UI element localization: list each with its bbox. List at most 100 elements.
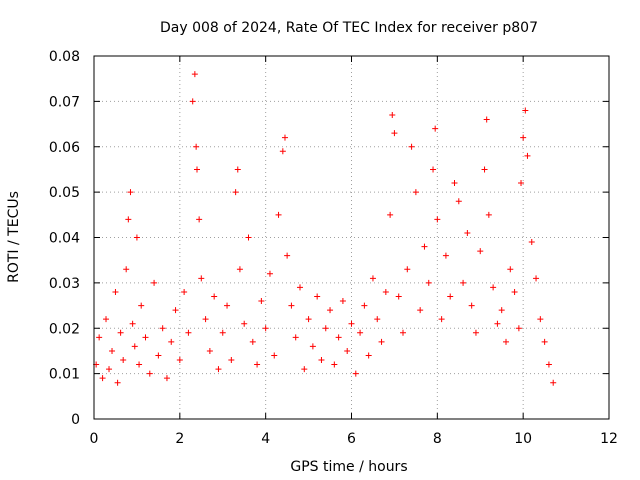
data-point [288, 302, 295, 309]
data-point [374, 316, 381, 323]
x-tick-label: 0 [90, 431, 99, 447]
data-point [483, 116, 490, 123]
data-point [123, 266, 130, 273]
data-point [185, 329, 192, 336]
data-point [481, 166, 488, 173]
x-axis: 0 2 4 6 8 10 12 [90, 56, 618, 447]
data-point [258, 298, 265, 305]
data-point [430, 166, 437, 173]
data-point [361, 302, 368, 309]
grid-lines [94, 56, 609, 419]
x-tick-label: 6 [347, 431, 356, 447]
data-point [524, 152, 531, 159]
data-point [494, 320, 501, 327]
data-point [369, 275, 376, 282]
data-point [224, 302, 231, 309]
data-point [168, 338, 175, 345]
y-tick-label: 0.02 [49, 321, 80, 337]
data-point [507, 266, 514, 273]
data-point [96, 334, 103, 341]
data-point [537, 316, 544, 323]
data-point [472, 329, 479, 336]
data-point [206, 347, 213, 354]
data-point [305, 316, 312, 323]
data-point [522, 107, 529, 114]
data-point [408, 143, 415, 150]
data-point [545, 361, 552, 368]
data-point [181, 288, 188, 295]
data-point [515, 325, 522, 332]
data-point [172, 307, 179, 314]
data-point [138, 302, 145, 309]
data-point [106, 366, 113, 373]
y-tick-label: 0.07 [49, 94, 80, 110]
data-point [146, 370, 153, 377]
data-point [485, 211, 492, 218]
data-point [314, 293, 321, 300]
data-point [191, 71, 198, 78]
data-point [518, 180, 525, 187]
data-point [477, 248, 484, 255]
data-point [163, 375, 170, 382]
data-point [99, 375, 106, 382]
data-point [194, 166, 200, 173]
y-tick-label: 0.03 [49, 276, 80, 292]
data-point [309, 343, 316, 350]
data-point [400, 329, 406, 336]
data-point [120, 357, 127, 364]
data-point [112, 288, 119, 295]
data-point [189, 98, 196, 105]
data-point [279, 148, 286, 155]
data-point [335, 334, 342, 341]
data-point [541, 338, 548, 345]
data-point [339, 298, 346, 305]
data-point [292, 334, 299, 341]
data-point [412, 189, 419, 196]
x-tick-label: 8 [433, 431, 442, 447]
data-point [176, 357, 183, 364]
data-point [262, 325, 269, 332]
data-point [468, 302, 475, 309]
data-point [159, 325, 166, 332]
y-tick-label: 0.06 [49, 140, 80, 156]
x-tick-label: 10 [514, 431, 532, 447]
data-point [455, 198, 462, 205]
data-point [503, 338, 509, 345]
data-point [434, 216, 441, 223]
data-point [266, 270, 273, 277]
data-point [550, 379, 557, 386]
data-point [365, 352, 372, 359]
data-point [421, 243, 428, 250]
data-point [438, 316, 445, 323]
data-point [425, 279, 432, 286]
y-axis: 0 0.01 0.02 0.03 0.04 0.05 0.06 0.07 0.08 [49, 49, 609, 428]
data-point [451, 180, 458, 187]
x-tick-label: 2 [175, 431, 184, 447]
data-point [202, 316, 209, 323]
data-point [417, 307, 424, 314]
data-point [460, 279, 467, 286]
data-point [129, 320, 136, 327]
chart-title: Day 008 of 2024, Rate Of TEC Index for r… [160, 20, 538, 36]
data-point [125, 216, 132, 223]
x-tick-label: 12 [600, 431, 618, 447]
data-point [114, 379, 121, 386]
data-point [464, 229, 471, 236]
data-point [236, 266, 243, 273]
data-point [234, 166, 241, 173]
data-point [151, 279, 158, 286]
data-point [301, 366, 308, 373]
data-points [93, 71, 557, 386]
data-point [117, 329, 124, 336]
data-point [281, 134, 288, 141]
data-point [382, 288, 389, 295]
data-point [254, 361, 261, 368]
data-point [391, 130, 398, 137]
data-point [193, 143, 200, 150]
y-tick-label: 0.08 [49, 49, 80, 65]
data-point [228, 357, 235, 364]
data-point [442, 252, 449, 259]
data-point [378, 338, 385, 345]
data-point [127, 189, 134, 196]
